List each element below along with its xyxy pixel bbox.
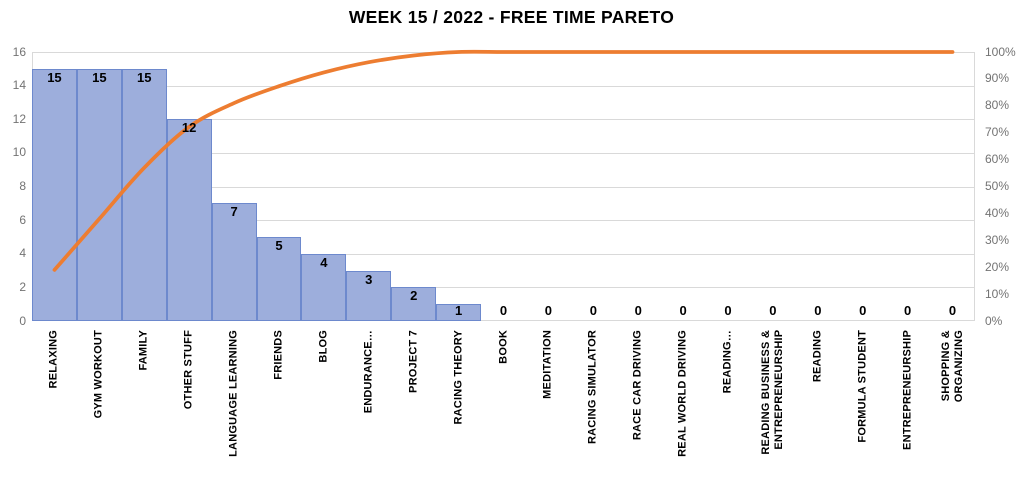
bar — [76, 68, 122, 321]
bar-value-label: 5 — [275, 237, 283, 253]
bar — [346, 270, 392, 321]
left-axis-tick-label: 6 — [19, 212, 26, 227]
right-axis-tick-label: 0% — [985, 313, 1003, 328]
gridline — [32, 85, 975, 87]
gridline — [32, 287, 975, 289]
bar-value-label: 4 — [320, 254, 328, 270]
bar-value-label: 0 — [724, 303, 732, 318]
bar-value-label: 1 — [454, 303, 463, 318]
right-axis-tick-label: 60% — [985, 152, 1010, 167]
left-axis-tick-label: 4 — [19, 246, 26, 261]
gridline — [32, 220, 975, 222]
bar — [256, 236, 302, 321]
right-axis-tick-label: 30% — [985, 232, 1010, 247]
bar-value-label: 15 — [92, 69, 107, 85]
gridline — [32, 119, 975, 121]
bar — [121, 68, 167, 321]
left-axis-tick-label: 10 — [12, 145, 26, 160]
right-axis-tick-label: 90% — [985, 71, 1010, 86]
bar-value-label: 15 — [47, 69, 62, 85]
left-axis-tick-label: 2 — [19, 279, 26, 294]
bar-value-label: 0 — [769, 303, 777, 318]
bar-value-label: 2 — [410, 288, 418, 304]
bar-value-label: 0 — [948, 303, 957, 318]
left-axis-tick-label: 12 — [12, 111, 26, 126]
bar — [166, 119, 212, 322]
bar-value-label: 0 — [859, 303, 867, 318]
gridline — [32, 152, 975, 154]
bar-value-label: 15 — [137, 69, 152, 85]
bar-value-label: 0 — [814, 303, 822, 318]
bar-value-label: 0 — [499, 303, 508, 318]
left-axis-tick-label: 14 — [12, 78, 26, 93]
left-axis-tick-label: 0 — [19, 313, 26, 328]
right-axis-tick-label: 100% — [985, 44, 1016, 59]
bar — [32, 68, 77, 321]
bar-value-label: 0 — [679, 303, 687, 318]
right-axis-tick-label: 10% — [985, 286, 1010, 301]
left-axis-tick-label: 16 — [12, 44, 26, 59]
bar — [211, 203, 257, 321]
bar-value-label: 0 — [544, 303, 552, 318]
bar-value-label: 0 — [589, 303, 597, 318]
right-axis-tick-label: 20% — [985, 259, 1010, 274]
bar-value-label: 0 — [634, 303, 642, 318]
bar-value-label: 7 — [230, 204, 238, 220]
cumulative-line-path — [52, 49, 955, 272]
right-axis-tick-label: 40% — [985, 205, 1010, 220]
bar — [301, 253, 347, 322]
bar-value-label: 0 — [904, 303, 912, 318]
left-axis-tick-label: 8 — [19, 179, 26, 193]
gridline — [32, 253, 975, 255]
right-axis-tick-label: 80% — [985, 98, 1010, 113]
right-axis-tick-label: 50% — [985, 179, 1010, 193]
right-axis-tick-label: 70% — [985, 125, 1010, 140]
bar — [391, 287, 437, 321]
gridline — [32, 186, 975, 188]
bar-value-label: 3 — [365, 271, 373, 287]
bar — [436, 304, 482, 321]
chart-title: WEEK 15 / 2022 - FREE TIME PARETO — [348, 7, 675, 27]
bar-value-label: 12 — [181, 120, 197, 136]
